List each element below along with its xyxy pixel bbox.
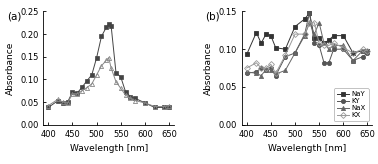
KX — [365, 50, 370, 52]
NaX — [365, 50, 370, 52]
Text: (b): (b) — [205, 11, 220, 21]
KY — [351, 60, 355, 62]
NaX — [264, 69, 268, 71]
NaY — [302, 18, 307, 20]
NaX — [245, 71, 249, 73]
NaX — [332, 44, 336, 46]
NaX — [360, 50, 365, 52]
KY — [302, 33, 307, 35]
KY — [322, 62, 326, 64]
Line: KX: KX — [245, 21, 370, 75]
KX — [332, 42, 336, 44]
KY — [327, 62, 331, 64]
NaY — [259, 42, 263, 44]
NaX — [341, 44, 345, 46]
NaY — [245, 53, 249, 55]
NaY — [317, 37, 321, 39]
Line: KY: KY — [245, 11, 370, 78]
NaY — [341, 35, 345, 37]
NaX — [351, 60, 355, 62]
KY — [245, 72, 249, 74]
KX — [312, 22, 317, 24]
KX — [322, 44, 326, 46]
Y-axis label: Absorbance: Absorbance — [204, 41, 213, 95]
KY — [307, 12, 312, 14]
NaX — [307, 22, 312, 24]
NaX — [254, 72, 259, 74]
KX — [327, 44, 331, 46]
NaY — [351, 52, 355, 54]
NaX — [268, 69, 273, 71]
NaY — [283, 48, 288, 50]
Line: NaX: NaX — [245, 21, 370, 78]
X-axis label: Wavelength [nm]: Wavelength [nm] — [70, 144, 148, 153]
NaY — [293, 26, 297, 28]
NaX — [293, 52, 297, 54]
NaY — [360, 50, 365, 52]
X-axis label: Wavelength [nm]: Wavelength [nm] — [268, 144, 346, 153]
KY — [293, 52, 297, 54]
KY — [273, 75, 278, 77]
NaX — [312, 33, 317, 35]
Text: (a): (a) — [7, 11, 21, 21]
KY — [254, 71, 259, 73]
KX — [283, 54, 288, 56]
NaY — [268, 35, 273, 37]
KX — [264, 67, 268, 69]
KY — [332, 48, 336, 50]
NaY — [365, 50, 370, 52]
NaY — [307, 12, 312, 14]
NaX — [327, 48, 331, 50]
KY — [283, 56, 288, 58]
KX — [259, 67, 263, 69]
KY — [259, 67, 263, 69]
KX — [302, 33, 307, 35]
KY — [264, 69, 268, 71]
Line: NaY: NaY — [245, 11, 370, 57]
NaX — [302, 35, 307, 37]
NaY — [312, 37, 317, 39]
KX — [360, 48, 365, 50]
NaX — [283, 69, 288, 71]
KX — [293, 33, 297, 35]
Legend: NaY, KY, NaX, KX: NaY, KY, NaX, KX — [334, 89, 369, 121]
KX — [341, 47, 345, 49]
KY — [360, 56, 365, 58]
KX — [268, 63, 273, 65]
KX — [317, 42, 321, 44]
NaX — [317, 22, 321, 24]
Y-axis label: Absorbance: Absorbance — [6, 41, 15, 95]
NaX — [259, 75, 263, 77]
KX — [245, 67, 249, 69]
KY — [312, 42, 317, 44]
NaY — [254, 32, 259, 34]
KX — [307, 22, 312, 24]
KY — [365, 52, 370, 54]
NaY — [273, 47, 278, 49]
NaY — [322, 42, 326, 44]
KX — [273, 72, 278, 74]
NaY — [327, 39, 331, 41]
KY — [268, 67, 273, 69]
KX — [351, 52, 355, 54]
NaY — [264, 33, 268, 35]
KX — [254, 62, 259, 64]
KY — [317, 44, 321, 46]
NaY — [332, 35, 336, 37]
NaX — [273, 73, 278, 75]
NaX — [322, 42, 326, 44]
KY — [341, 48, 345, 50]
